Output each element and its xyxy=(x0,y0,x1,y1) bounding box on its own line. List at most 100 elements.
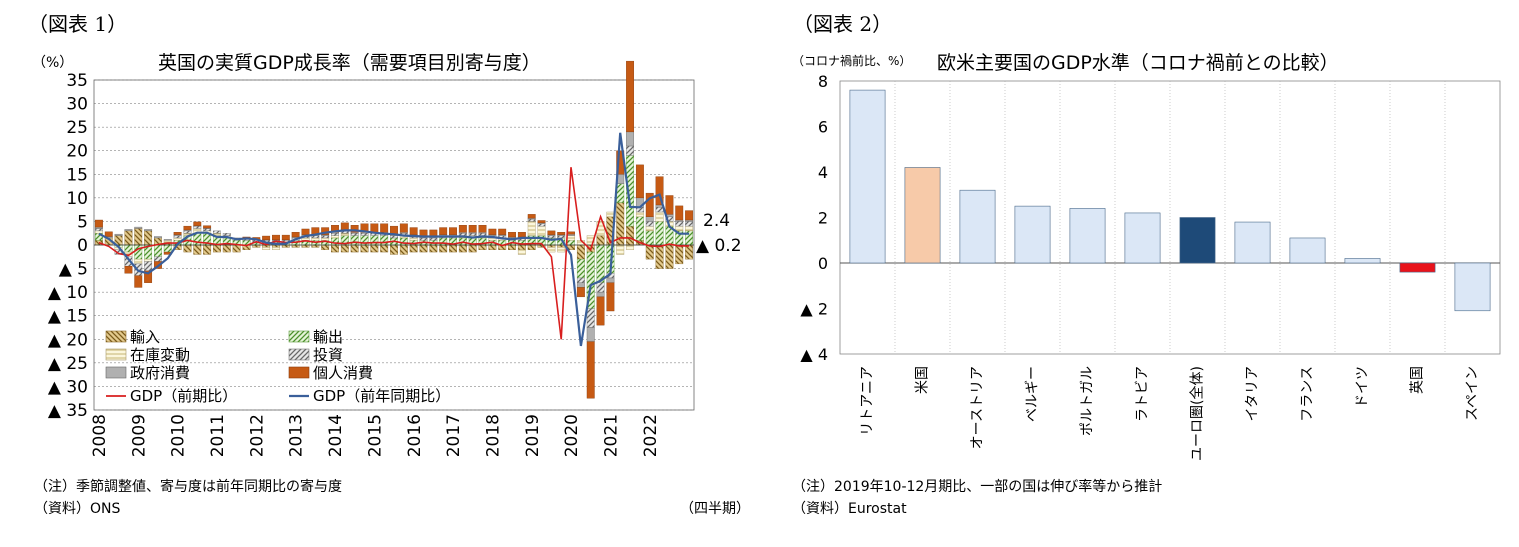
legend-label: 投資 xyxy=(313,346,343,364)
y-tick-label: 0 xyxy=(818,254,828,273)
bar-segment-4 xyxy=(114,233,123,236)
category-label: ポルトガル xyxy=(1080,366,1096,436)
x-year-label: 2018 xyxy=(483,414,503,457)
y-tick-label: ▲ 25 xyxy=(48,354,88,374)
x-year-label: 2013 xyxy=(287,414,307,457)
bar-segment-5 xyxy=(537,220,546,224)
legend-label: 政府消費 xyxy=(130,364,190,382)
x-year-label: 2020 xyxy=(562,414,582,457)
bar-segment-5 xyxy=(635,164,644,199)
bar-segment-2 xyxy=(557,247,566,253)
legend-swatch xyxy=(105,330,127,343)
bar-segment-5 xyxy=(606,282,615,312)
bar-segment-4 xyxy=(134,226,143,229)
bar-segment-5 xyxy=(655,176,664,206)
x-year-label: 2015 xyxy=(365,414,385,457)
category-label: オーストリア xyxy=(970,366,986,449)
x-year-label: 2019 xyxy=(523,414,543,457)
bar-10 xyxy=(1399,262,1436,273)
legend-swatch xyxy=(288,348,310,361)
x-year-label: 2016 xyxy=(405,414,425,457)
bar-segment-5 xyxy=(134,275,143,288)
legend-label: 輸出 xyxy=(313,328,343,346)
category-label: イタリア xyxy=(1245,366,1261,421)
gdp-qoq-line xyxy=(98,167,690,340)
bar-segment-4 xyxy=(153,236,162,239)
bar-segment-4 xyxy=(144,229,153,232)
bar-segment-5 xyxy=(626,60,635,133)
fig1-note: （注）季節調整値、寄与度は前年同期比の寄与度 xyxy=(34,479,342,495)
bar-segment-5 xyxy=(665,195,674,215)
y-tick-label: ▲ 4 xyxy=(800,345,828,364)
fig1-y-unit: （%） xyxy=(32,55,74,71)
bar-segment-3 xyxy=(222,233,231,236)
bar-segment-5 xyxy=(144,270,153,283)
bar-segment-2 xyxy=(272,247,280,250)
bar-segment-5 xyxy=(272,234,280,241)
x-year-label: 2011 xyxy=(208,414,228,457)
legend-label: GDP（前期比） xyxy=(130,387,237,405)
bar-segment-5 xyxy=(576,287,585,298)
annotation-qoq-value: ▲ 0.2 xyxy=(696,236,742,256)
bar-segment-2 xyxy=(517,249,526,255)
bar-3 xyxy=(1014,205,1051,264)
fig1-label: （図表 1） xyxy=(28,12,128,36)
category-label: 英国 xyxy=(1409,366,1426,394)
x-year-label: 2022 xyxy=(641,414,661,457)
category-label: 米国 xyxy=(915,366,931,394)
y-tick-label: 8 xyxy=(818,72,828,91)
bar-segment-4 xyxy=(124,229,133,232)
bar-segment-5 xyxy=(449,227,457,235)
bar-5 xyxy=(1124,212,1161,264)
category-label: スペイン xyxy=(1465,366,1481,421)
y-tick-label: 30 xyxy=(66,95,88,115)
y-tick-label: 25 xyxy=(66,118,88,138)
bar-segment-5 xyxy=(458,224,467,233)
legend-swatch xyxy=(288,330,310,343)
bar-segment-5 xyxy=(685,210,694,221)
legend-swatch xyxy=(105,366,127,379)
bar-segment-5 xyxy=(124,266,133,274)
y-tick-label: ▲ 2 xyxy=(800,300,828,319)
y-tick-label: 15 xyxy=(66,165,88,185)
bar-segment-5 xyxy=(399,223,408,233)
bar-segment-5 xyxy=(203,225,212,229)
category-label: ユーロ圏(全体) xyxy=(1189,366,1206,461)
bar-segment-5 xyxy=(468,224,477,233)
bar-segment-5 xyxy=(596,296,605,326)
y-tick-label: ▲ 15 xyxy=(48,307,88,327)
bar-segment-5 xyxy=(645,192,654,217)
y-tick-label: ▲ 10 xyxy=(48,283,88,303)
fig2-title: 欧米主要国のGDP水準（コロナ禍前との比較） xyxy=(937,52,1339,74)
bar-segment-5 xyxy=(478,224,487,233)
bar-11 xyxy=(1454,262,1491,312)
x-year-label: 2017 xyxy=(444,414,464,457)
fig1-period-label: （四半期） xyxy=(680,501,750,517)
bar-segment-5 xyxy=(527,214,536,219)
bar-segment-5 xyxy=(94,219,103,228)
bar-segment-4 xyxy=(163,239,172,241)
legend-label: GDP（前年同期比） xyxy=(313,387,450,405)
bar-segment-5 xyxy=(291,232,300,238)
x-year-label: 2014 xyxy=(326,414,346,457)
x-year-label: 2012 xyxy=(247,414,267,457)
bar-segment-2 xyxy=(262,247,271,250)
bar-4 xyxy=(1069,208,1106,264)
fig1-title: 英国の実質GDP成長率（需要項目別寄与度） xyxy=(158,52,541,74)
y-tick-label: 10 xyxy=(66,189,88,209)
y-tick-label: ▲ 30 xyxy=(48,377,88,397)
x-year-label: 2008 xyxy=(90,414,110,457)
bar-segment-5 xyxy=(173,232,182,235)
category-label: ベルギー xyxy=(1025,366,1041,422)
legend-label: 在庫変動 xyxy=(130,346,190,364)
bar-segment-3 xyxy=(213,230,221,234)
y-tick-label: 2 xyxy=(818,209,828,228)
bar-segment-5 xyxy=(409,227,418,235)
category-label: ドイツ xyxy=(1355,366,1371,408)
category-label: フランス xyxy=(1300,366,1316,422)
y-tick-label: ▲ 5 xyxy=(59,260,88,280)
bar-segment-5 xyxy=(586,341,595,399)
x-year-label: 2009 xyxy=(129,414,149,457)
